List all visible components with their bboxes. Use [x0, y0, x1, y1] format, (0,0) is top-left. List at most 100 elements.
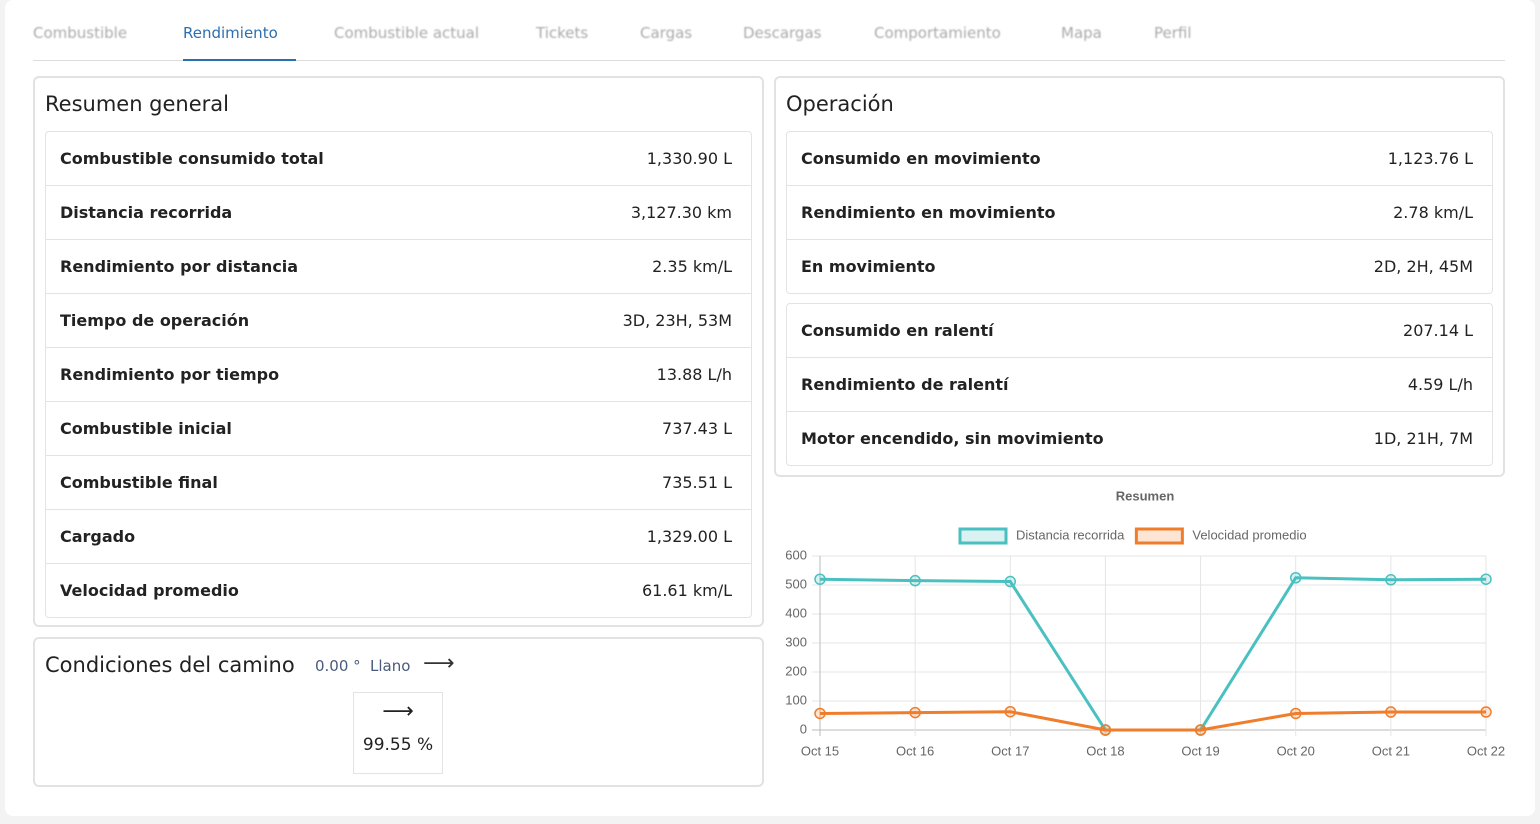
tab[interactable]: Tickets [536, 24, 589, 42]
row-label: Tiempo de operación [60, 311, 250, 330]
table-row: Tiempo de operación 3D, 23H, 53M [46, 294, 751, 348]
point [1004, 705, 1017, 718]
x-tick-label: Oct 17 [991, 743, 1029, 758]
panel-title: Operación [786, 92, 894, 116]
card: Combustible Rendimiento Combustible actual… [5, 0, 1535, 816]
row-label: En movimiento [801, 257, 936, 276]
row-label: Distancia recorrida [60, 203, 233, 222]
row-label: Combustible consumido total [60, 149, 324, 168]
tab[interactable]: Combustible actual [334, 24, 480, 42]
y-tick-label: 500 [785, 576, 807, 591]
operation-table: Consumido en ralentí 207.14 L Rendimiento … [786, 303, 1493, 466]
table-row: Combustible inicial 737.43 L [46, 402, 751, 456]
row-value: 3D, 23H, 53M [622, 311, 732, 330]
y-tick-label: 0 [800, 721, 807, 736]
road-percent: 99.55 % [362, 735, 434, 755]
operation-table: Consumido en movimiento 1,123.76 L Rendimi… [786, 131, 1493, 294]
point [1480, 573, 1492, 585]
road-terrain: Llano [370, 657, 411, 675]
point [1194, 724, 1207, 736]
tab[interactable]: Combustible [33, 24, 128, 42]
row-label: Consumido en movimiento [801, 149, 1041, 168]
row-value: 207.14 L [1403, 321, 1473, 340]
row-value: 2.35 km/L [652, 257, 732, 276]
active-tab-underline [183, 59, 296, 61]
point [1385, 574, 1397, 586]
arrow-icon: ⟶ [423, 651, 455, 676]
table-row: Cargado 1,329.00 L [46, 510, 751, 564]
point [814, 707, 826, 720]
table-row: Consumido en movimiento 1,123.76 L [787, 132, 1492, 186]
row-value: 13.88 L/h [656, 365, 732, 384]
road-panel: Condiciones del camino 0.00 ° Llano ⟶ ⟶ … [33, 637, 764, 787]
row-value: 4.59 L/h [1407, 375, 1473, 394]
summary-table: Combustible consumido total 1,330.90 L Dis… [45, 131, 752, 618]
table-row: Motor encendido, sin movimiento 1D, 21H, … [787, 412, 1492, 465]
row-value: 61.61 km/L [641, 581, 732, 600]
row-value: 1,330.90 L [646, 149, 732, 168]
y-tick-label: 600 [785, 547, 807, 562]
row-value: 1D, 21H, 7M [1373, 429, 1473, 448]
point [909, 706, 921, 719]
point [1289, 572, 1302, 584]
y-tick-label: 200 [785, 663, 807, 678]
point [1289, 707, 1302, 720]
operation-panel: Operación Consumido en movimiento 1,123.7… [774, 76, 1505, 477]
y-tick-label: 400 [785, 605, 807, 620]
tab[interactable]: Mapa [1061, 24, 1102, 42]
table-row: Distancia recorrida 3,127.30 km [46, 186, 751, 240]
point [1099, 724, 1112, 736]
legend-swatch [958, 527, 1008, 545]
point [814, 573, 826, 585]
x-tick-label: Oct 18 [1086, 743, 1124, 758]
table-row: Rendimiento por tiempo 13.88 L/h [46, 348, 751, 402]
tab-divider [33, 60, 1505, 61]
tab[interactable]: Descargas [743, 24, 822, 42]
tab[interactable]: Rendimiento [183, 24, 278, 42]
y-tick-label: 100 [785, 692, 807, 707]
tab[interactable]: Cargas [640, 24, 693, 42]
row-value: 3,127.30 km [630, 203, 732, 222]
row-label: Consumido en ralentí [801, 321, 994, 340]
row-label: Velocidad promedio [60, 581, 239, 600]
panel-title: Resumen general [45, 92, 229, 116]
row-value: 2D, 2H, 45M [1373, 257, 1473, 276]
legend-label: Velocidad promedio [1192, 527, 1306, 542]
row-label: Rendimiento por tiempo [60, 365, 280, 384]
row-value: 1,329.00 L [646, 527, 732, 546]
road-box: ⟶ 99.55 % [353, 692, 443, 774]
row-label: Rendimiento por distancia [60, 257, 299, 276]
x-tick-label: Oct 21 [1372, 743, 1410, 758]
arrow-icon: ⟶ [382, 699, 414, 724]
y-tick-label: 300 [785, 634, 807, 649]
chart: Resumen 0 100 200 300 400 500 600 Oct 15 Oct 16 Oc… [785, 488, 1505, 758]
line [819, 710, 1486, 732]
row-label: Cargado [60, 527, 136, 546]
legend-label: Distancia recorrida [1016, 527, 1125, 542]
tab[interactable]: Comportamiento [874, 24, 1001, 42]
summary-panel: Resumen general Combustible consumido to… [33, 76, 764, 627]
x-tick-label: Oct 19 [1181, 743, 1219, 758]
x-tick-label: Oct 20 [1277, 743, 1315, 758]
chart-title: Resumen [1116, 488, 1175, 503]
row-value: 735.51 L [662, 473, 732, 492]
table-row: Rendimiento por distancia 2.35 km/L [46, 240, 751, 294]
road-angle: 0.00 ° [315, 657, 361, 675]
row-value: 2.78 km/L [1393, 203, 1473, 222]
table-row: Combustible consumido total 1,330.90 L [46, 132, 751, 186]
tab[interactable]: Perfil [1154, 24, 1192, 42]
x-tick-label: Oct 22 [1467, 743, 1505, 758]
table-row: Consumido en ralentí 207.14 L [787, 304, 1492, 358]
point [1385, 706, 1397, 718]
table-row: Velocidad promedio 61.61 km/L [46, 564, 751, 617]
point [1004, 575, 1017, 588]
table-row: Rendimiento en movimiento 2.78 km/L [787, 186, 1492, 240]
table-row: Rendimiento de ralentí 4.59 L/h [787, 358, 1492, 412]
table-row: En movimiento 2D, 2H, 45M [787, 240, 1492, 293]
line [819, 576, 1487, 732]
legend-swatch [1134, 527, 1184, 545]
point [1480, 706, 1492, 718]
row-value: 737.43 L [662, 419, 732, 438]
x-tick-label: Oct 16 [896, 743, 934, 758]
